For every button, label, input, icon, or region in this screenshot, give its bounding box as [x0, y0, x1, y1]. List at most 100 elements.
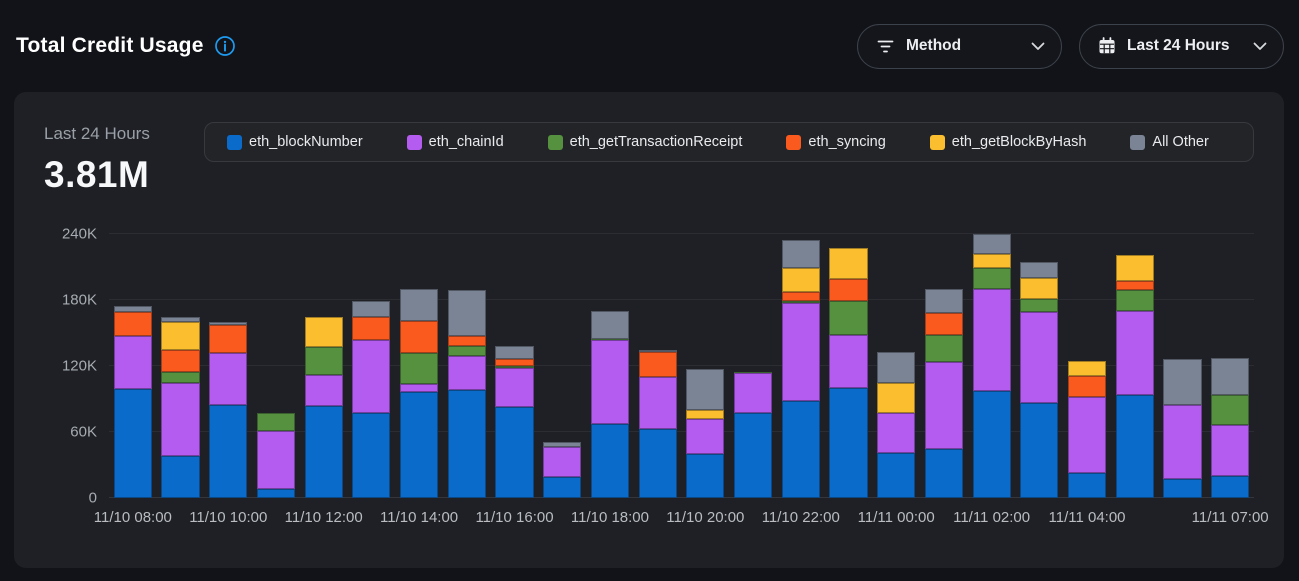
bar-segment-eth_blockNumber[interactable]: [543, 477, 582, 498]
bar-11-10-23-00[interactable]: [829, 234, 868, 498]
bar-segment-eth_chainId[interactable]: [1163, 404, 1202, 480]
legend-item-eth_blockNumber[interactable]: eth_blockNumber: [227, 134, 363, 150]
bar-segment-eth_chainId[interactable]: [686, 418, 725, 454]
bar-segment-eth_syncing[interactable]: [829, 279, 868, 302]
bar-11-11-02-00[interactable]: [972, 234, 1011, 498]
bar-segment-All-Other[interactable]: [638, 349, 677, 352]
bar-segment-eth_chainId[interactable]: [400, 383, 439, 393]
bar-segment-All-Other[interactable]: [924, 289, 963, 314]
bar-segment-eth_getTransactionReceipt[interactable]: [924, 335, 963, 362]
bar-segment-eth_getTransactionReceipt[interactable]: [590, 338, 629, 340]
bar-11-10-11-00[interactable]: [256, 234, 296, 498]
bar-segment-eth_syncing[interactable]: [161, 349, 200, 372]
bar-segment-All-Other[interactable]: [495, 346, 534, 360]
bar-segment-eth_getBlockByHash[interactable]: [877, 382, 916, 414]
bar-segment-eth_chainId[interactable]: [113, 336, 152, 390]
bar-segment-eth_getBlockByHash[interactable]: [686, 410, 725, 419]
bar-segment-eth_blockNumber[interactable]: [352, 413, 391, 498]
bar-11-11-07-00[interactable]: [1211, 234, 1250, 498]
bar-11-11-00-00[interactable]: [877, 234, 916, 498]
bar-11-10-18-00[interactable]: [590, 234, 629, 498]
bar-segment-eth_chainId[interactable]: [495, 368, 534, 407]
bar-segment-eth_chainId[interactable]: [1115, 311, 1154, 395]
bar-segment-eth_getTransactionReceipt[interactable]: [829, 301, 868, 336]
bar-segment-All-Other[interactable]: [1020, 261, 1059, 279]
legend-item-eth_syncing[interactable]: eth_syncing: [786, 134, 886, 150]
bar-segment-eth_getTransactionReceipt[interactable]: [733, 371, 773, 373]
bar-segment-eth_blockNumber[interactable]: [447, 390, 486, 498]
bar-segment-eth_syncing[interactable]: [495, 359, 534, 367]
bar-segment-eth_syncing[interactable]: [447, 336, 486, 347]
bar-segment-eth_blockNumber[interactable]: [877, 452, 916, 498]
bar-segment-eth_blockNumber[interactable]: [113, 389, 152, 498]
bar-segment-eth_syncing[interactable]: [781, 292, 820, 302]
bar-11-10-16-00[interactable]: [495, 234, 534, 498]
bar-segment-eth_getTransactionReceipt[interactable]: [256, 413, 296, 431]
bar-segment-All-Other[interactable]: [686, 369, 725, 411]
bar-segment-eth_getBlockByHash[interactable]: [829, 248, 868, 280]
bar-segment-eth_chainId[interactable]: [972, 289, 1011, 392]
bar-segment-eth_getTransactionReceipt[interactable]: [972, 268, 1011, 290]
method-dropdown[interactable]: Method: [857, 23, 1062, 69]
bar-segment-All-Other[interactable]: [113, 305, 152, 313]
info-icon[interactable]: [214, 35, 236, 57]
bar-segment-eth_getTransactionReceipt[interactable]: [304, 347, 343, 375]
bar-segment-eth_syncing[interactable]: [400, 320, 439, 353]
bar-segment-eth_chainId[interactable]: [638, 377, 677, 429]
bar-segment-eth_blockNumber[interactable]: [495, 406, 534, 498]
bar-segment-eth_chainId[interactable]: [781, 303, 820, 402]
bar-segment-All-Other[interactable]: [352, 301, 391, 317]
bar-11-11-01-00[interactable]: [924, 234, 963, 498]
bar-segment-eth_chainId[interactable]: [209, 352, 248, 405]
bar-segment-eth_chainId[interactable]: [1211, 425, 1250, 476]
bar-11-11-06-00[interactable]: [1163, 234, 1202, 498]
bar-segment-eth_blockNumber[interactable]: [400, 392, 439, 498]
bar-11-10-17-00[interactable]: [543, 234, 582, 498]
bar-11-11-03-00[interactable]: [1020, 234, 1059, 498]
bar-segment-eth_chainId[interactable]: [447, 356, 486, 391]
bar-segment-eth_blockNumber[interactable]: [638, 428, 677, 498]
bar-11-10-14-00[interactable]: [400, 234, 439, 498]
bar-segment-All-Other[interactable]: [1163, 359, 1202, 405]
bar-segment-All-Other[interactable]: [447, 290, 486, 337]
bar-segment-eth_blockNumber[interactable]: [1211, 476, 1250, 498]
bar-segment-eth_getBlockByHash[interactable]: [304, 316, 343, 348]
bar-segment-eth_getTransactionReceipt[interactable]: [495, 366, 534, 369]
bar-segment-eth_chainId[interactable]: [733, 372, 773, 414]
bar-segment-eth_blockNumber[interactable]: [256, 489, 296, 498]
bar-segment-eth_blockNumber[interactable]: [829, 388, 868, 498]
bar-segment-eth_syncing[interactable]: [352, 316, 391, 340]
bar-11-10-22-00[interactable]: [781, 234, 820, 498]
bar-segment-eth_chainId[interactable]: [543, 447, 582, 478]
bar-segment-eth_blockNumber[interactable]: [1163, 479, 1202, 498]
bar-segment-All-Other[interactable]: [543, 441, 582, 448]
bar-segment-All-Other[interactable]: [877, 351, 916, 383]
bar-segment-eth_blockNumber[interactable]: [1067, 472, 1107, 498]
bar-11-11-04-00[interactable]: [1067, 234, 1107, 498]
bar-11-11-05-00[interactable]: [1115, 234, 1154, 498]
bar-segment-eth_getBlockByHash[interactable]: [161, 322, 200, 350]
bar-segment-eth_getBlockByHash[interactable]: [1020, 278, 1059, 299]
bar-segment-eth_syncing[interactable]: [1115, 281, 1154, 291]
bar-segment-eth_syncing[interactable]: [113, 312, 152, 337]
bar-11-10-20-00[interactable]: [686, 234, 725, 498]
bar-segment-eth_blockNumber[interactable]: [161, 456, 200, 498]
bar-segment-All-Other[interactable]: [209, 322, 248, 326]
bar-segment-eth_syncing[interactable]: [209, 325, 248, 353]
bar-segment-eth_syncing[interactable]: [638, 351, 677, 378]
bar-segment-eth_getTransactionReceipt[interactable]: [781, 301, 820, 304]
bar-segment-eth_blockNumber[interactable]: [781, 401, 820, 498]
bar-segment-eth_chainId[interactable]: [590, 339, 629, 425]
bar-segment-All-Other[interactable]: [972, 234, 1011, 254]
bar-segment-eth_getTransactionReceipt[interactable]: [161, 371, 200, 383]
bar-segment-eth_getTransactionReceipt[interactable]: [1020, 298, 1059, 313]
bar-segment-eth_chainId[interactable]: [877, 413, 916, 453]
bar-segment-eth_getTransactionReceipt[interactable]: [400, 352, 439, 384]
bar-segment-eth_getTransactionReceipt[interactable]: [1211, 394, 1250, 426]
bar-segment-All-Other[interactable]: [781, 239, 820, 269]
bar-segment-eth_getBlockByHash[interactable]: [1067, 360, 1107, 376]
bar-segment-eth_blockNumber[interactable]: [972, 391, 1011, 498]
bar-segment-eth_blockNumber[interactable]: [924, 448, 963, 498]
bar-segment-All-Other[interactable]: [161, 316, 200, 323]
bar-segment-eth_chainId[interactable]: [256, 430, 296, 490]
